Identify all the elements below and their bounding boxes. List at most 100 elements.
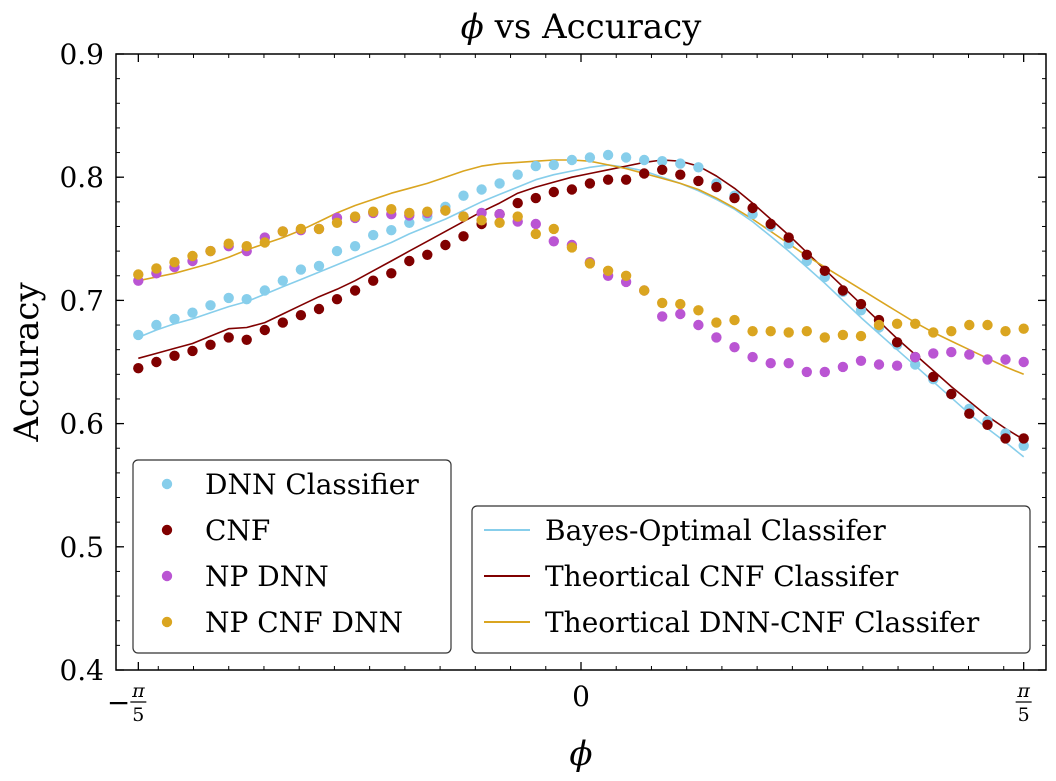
legend-label-bayes-optimal: Bayes-Optimal Classifer: [545, 514, 886, 547]
point-np-cnf-dnn: [133, 269, 144, 280]
point-dnn-classifier: [548, 159, 559, 171]
point-np-cnf-dnn: [277, 226, 288, 237]
point-cnf: [512, 197, 523, 209]
point-np-cnf-dnn: [566, 242, 578, 253]
legend-label-np-cnf-dnn: NP CNF DNN: [205, 606, 403, 639]
legend-marker-cnf: [161, 524, 173, 536]
point-np-cnf-dnn: [584, 258, 596, 269]
point-dnn-classifier: [368, 229, 379, 241]
point-cnf: [1000, 433, 1011, 444]
point-dnn-classifier: [657, 156, 668, 167]
point-np-cnf-dnn: [530, 228, 541, 240]
point-np-dnn: [675, 308, 686, 320]
legend-label-cnf: CNF: [205, 514, 270, 547]
point-cnf: [295, 310, 307, 321]
x-tick-denominator: 5: [1018, 704, 1030, 726]
point-np-cnf-dnn: [241, 241, 252, 252]
point-cnf: [964, 408, 975, 419]
x-axis-label: ϕ: [569, 734, 592, 774]
legend-label-theoretical-cnf: Theortical CNF Classifer: [545, 560, 899, 593]
point-np-dnn: [982, 354, 993, 365]
point-np-dnn: [855, 355, 867, 366]
point-np-cnf-dnn: [512, 211, 523, 222]
legend-marker-np-dnn: [161, 570, 173, 582]
x-tick-denominator: 5: [132, 704, 144, 726]
point-dnn-classifier: [331, 245, 343, 257]
chart-title: ϕ vs Accuracy: [461, 7, 703, 47]
point-np-dnn: [891, 360, 903, 371]
series-line-theortical-dnn-cnf-classifer: [138, 159, 1025, 376]
point-np-cnf-dnn: [711, 317, 722, 328]
point-np-dnn: [476, 207, 487, 219]
point-np-cnf-dnn: [404, 207, 415, 219]
point-cnf: [584, 178, 596, 189]
point-np-cnf-dnn: [693, 305, 704, 316]
point-cnf: [223, 332, 234, 343]
point-dnn-classifier: [349, 241, 361, 252]
point-np-dnn: [1018, 356, 1029, 368]
point-np-cnf-dnn: [313, 223, 325, 235]
point-cnf: [729, 192, 740, 204]
point-np-cnf-dnn: [386, 204, 397, 215]
point-np-cnf-dnn: [259, 237, 270, 248]
point-np-dnn: [765, 358, 776, 369]
point-cnf: [675, 169, 686, 180]
point-np-cnf-dnn: [946, 326, 957, 337]
x-tick-numerator: π: [1016, 680, 1030, 702]
point-np-cnf-dnn: [151, 263, 162, 274]
point-cnf: [1018, 433, 1029, 444]
point-np-dnn: [837, 361, 849, 373]
point-cnf: [530, 192, 541, 204]
point-cnf: [783, 232, 794, 243]
point-cnf: [891, 337, 903, 348]
point-cnf: [657, 164, 668, 175]
point-np-cnf-dnn: [837, 329, 849, 341]
point-np-cnf-dnn: [873, 319, 885, 331]
point-dnn-classifier: [602, 149, 614, 161]
point-cnf: [259, 324, 270, 336]
point-cnf: [313, 303, 325, 315]
point-dnn-classifier: [584, 152, 596, 163]
point-np-dnn: [946, 346, 957, 358]
point-cnf: [458, 231, 469, 242]
legend-marker-np-cnf-dnn: [161, 616, 173, 628]
point-dnn-classifier: [530, 160, 541, 172]
point-cnf: [169, 350, 180, 361]
point-np-cnf-dnn: [494, 217, 505, 228]
point-dnn-classifier: [313, 260, 325, 272]
legend-label-np-dnn: NP DNN: [205, 560, 329, 593]
point-dnn-classifier: [386, 225, 397, 236]
point-np-dnn: [910, 351, 921, 363]
point-dnn-classifier: [620, 152, 632, 163]
point-np-cnf-dnn: [368, 206, 379, 217]
point-dnn-classifier: [241, 294, 252, 305]
point-dnn-classifier: [693, 162, 704, 173]
series-points-cnf: [133, 164, 1029, 444]
point-np-cnf-dnn: [675, 298, 686, 310]
legend-lines: Bayes-Optimal Classifer Theortical CNF C…: [471, 505, 1031, 654]
point-np-cnf-dnn: [620, 270, 632, 281]
point-cnf: [151, 356, 162, 368]
point-dnn-classifier: [205, 300, 216, 311]
point-np-cnf-dnn: [910, 318, 921, 329]
point-dnn-classifier: [259, 285, 270, 296]
point-cnf: [404, 255, 415, 267]
point-np-dnn: [1000, 354, 1011, 365]
x-tick-minus: −: [107, 686, 130, 719]
y-tick-label: 0.6: [59, 408, 104, 441]
point-cnf: [386, 268, 397, 279]
point-np-dnn: [693, 319, 704, 331]
point-cnf: [566, 184, 578, 195]
point-np-dnn: [964, 349, 975, 360]
legend-marker-dnn-classifier: [161, 478, 173, 490]
point-np-cnf-dnn: [295, 223, 307, 235]
point-dnn-classifier: [494, 178, 505, 189]
point-np-cnf-dnn: [639, 285, 650, 296]
point-cnf: [548, 186, 559, 198]
point-np-dnn: [711, 332, 722, 343]
point-dnn-classifier: [910, 359, 921, 370]
point-np-cnf-dnn: [458, 211, 469, 222]
point-dnn-classifier: [295, 264, 307, 275]
